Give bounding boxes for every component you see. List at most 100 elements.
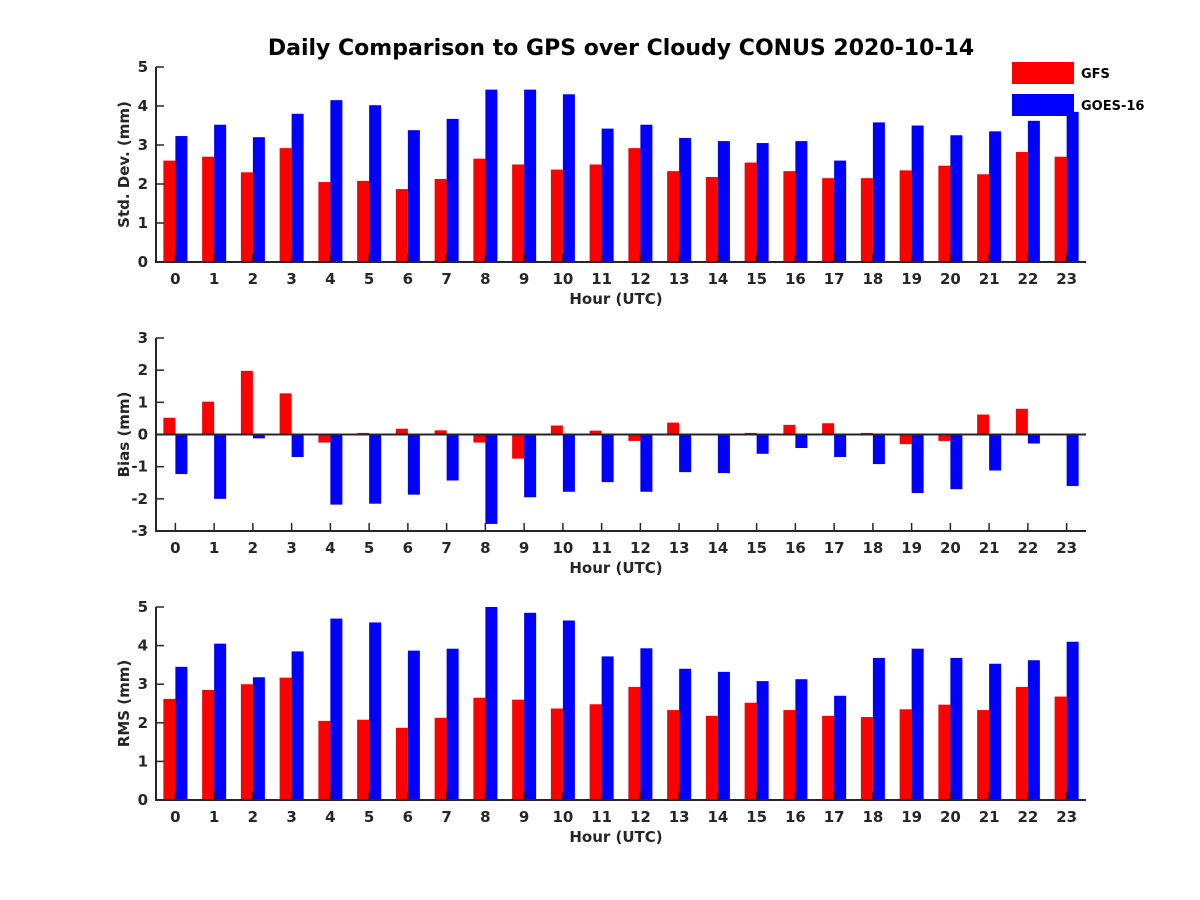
bar-rms-gfs-0	[163, 698, 176, 800]
bar-rms-goes-16-17	[834, 695, 847, 800]
x-tick-label-std: 18	[862, 270, 883, 288]
bar-rms-goes-16-18	[872, 657, 885, 800]
bar-bias-gfs-11	[589, 430, 602, 435]
x-tick-label-bias: 15	[746, 539, 767, 557]
y-tick-label-rms: 4	[138, 637, 148, 655]
bar-bias-goes-16-3	[291, 434, 304, 458]
bar-rms-gfs-15	[744, 702, 757, 800]
bar-rms-goes-16-7	[446, 648, 459, 800]
bar-std-gfs-2	[240, 172, 253, 262]
bar-std-goes-16-3	[291, 113, 304, 262]
bar-rms-goes-16-14	[717, 671, 730, 800]
legend-swatch-goes-16	[1012, 94, 1074, 116]
bar-rms-gfs-5	[357, 719, 370, 800]
bar-rms-gfs-9	[512, 699, 525, 800]
legend-swatch-gfs	[1012, 62, 1074, 84]
bar-std-goes-16-7	[446, 118, 459, 263]
x-tick-label-bias: 23	[1056, 539, 1077, 557]
x-tick-label-std: 22	[1017, 270, 1038, 288]
bar-bias-goes-16-20	[950, 434, 963, 490]
bar-rms-gfs-18	[860, 717, 873, 800]
bar-bias-goes-16-21	[989, 434, 1002, 471]
x-tick-label-std: 13	[669, 270, 690, 288]
bar-rms-gfs-16	[783, 710, 796, 800]
bar-rms-goes-16-2	[252, 677, 265, 800]
x-tick-label-rms: 9	[519, 808, 529, 826]
y-tick-label-std: 5	[138, 58, 148, 76]
x-tick-label-bias: 20	[940, 539, 961, 557]
bar-bias-goes-16-23	[1066, 434, 1079, 486]
bar-std-gfs-9	[512, 164, 525, 262]
bar-std-goes-16-4	[330, 100, 343, 263]
bar-rms-goes-16-9	[524, 612, 537, 800]
bar-std-gfs-8	[473, 158, 486, 262]
bar-rms-gfs-21	[977, 710, 990, 800]
x-tick-label-bias: 6	[403, 539, 413, 557]
x-tick-label-bias: 1	[209, 539, 219, 557]
bar-std-gfs-19	[899, 170, 912, 262]
y-tick-label-bias: 3	[138, 329, 148, 347]
bar-bias-gfs-17	[822, 423, 835, 435]
x-tick-label-rms: 5	[364, 808, 374, 826]
x-tick-label-bias: 4	[325, 539, 335, 557]
y-tick-label-bias: -3	[131, 522, 148, 540]
bar-rms-goes-16-13	[679, 668, 692, 800]
bar-std-goes-16-19	[911, 125, 924, 262]
x-tick-label-std: 23	[1056, 270, 1077, 288]
x-tick-label-bias: 18	[862, 539, 883, 557]
bar-rms-gfs-7	[434, 717, 447, 800]
bar-rms-goes-16-12	[640, 648, 653, 800]
x-tick-label-std: 1	[209, 270, 219, 288]
bar-std-gfs-5	[357, 180, 370, 262]
y-tick-label-std: 0	[138, 253, 148, 271]
bar-std-goes-16-18	[872, 122, 885, 262]
x-axis-label-rms: Hour (UTC)	[569, 828, 662, 846]
x-tick-label-std: 14	[707, 270, 728, 288]
x-tick-label-std: 15	[746, 270, 767, 288]
bar-std-gfs-18	[860, 178, 873, 262]
legend: GFS GOES-16	[1012, 62, 1144, 116]
x-tick-label-bias: 3	[286, 539, 296, 557]
y-tick-label-bias: -1	[131, 458, 148, 476]
bar-bias-gfs-19	[899, 434, 912, 445]
x-tick-label-rms: 2	[248, 808, 258, 826]
x-tick-label-rms: 15	[746, 808, 767, 826]
bar-bias-goes-16-22	[1027, 434, 1040, 444]
bar-rms-gfs-20	[938, 704, 951, 800]
bar-std-gfs-4	[318, 182, 331, 262]
y-tick-label-rms: 1	[138, 752, 148, 770]
bar-rms-goes-16-11	[601, 656, 614, 800]
bar-std-goes-16-2	[252, 137, 265, 262]
bar-bias-gfs-4	[318, 434, 331, 443]
bar-rms-gfs-17	[822, 715, 835, 800]
x-tick-label-std: 11	[591, 270, 612, 288]
x-tick-label-rms: 3	[286, 808, 296, 826]
y-tick-label-rms: 0	[138, 791, 148, 809]
bar-bias-gfs-3	[279, 393, 292, 435]
x-tick-label-bias: 14	[707, 539, 728, 557]
x-tick-label-rms: 21	[979, 808, 1000, 826]
bar-rms-goes-16-4	[330, 618, 343, 800]
y-tick-label-bias: 1	[138, 393, 148, 411]
bar-rms-gfs-2	[240, 684, 253, 800]
bar-bias-goes-16-15	[756, 434, 769, 454]
x-tick-label-std: 8	[480, 270, 490, 288]
bar-bias-goes-16-14	[717, 434, 730, 474]
y-tick-label-bias: -2	[131, 490, 148, 508]
bar-std-gfs-1	[202, 156, 215, 262]
bar-bias-goes-16-0	[175, 434, 188, 475]
bar-rms-goes-16-3	[291, 651, 304, 800]
bar-std-goes-16-10	[562, 94, 575, 262]
bar-rms-gfs-4	[318, 720, 331, 800]
bar-bias-gfs-7	[434, 430, 447, 435]
x-tick-label-bias: 8	[480, 539, 490, 557]
bar-std-gfs-7	[434, 178, 447, 262]
bar-std-goes-16-21	[989, 131, 1002, 262]
y-tick-label-bias: 2	[138, 361, 148, 379]
y-tick-label-rms: 5	[138, 598, 148, 616]
bar-bias-goes-16-4	[330, 434, 343, 505]
bar-std-goes-16-15	[756, 143, 769, 262]
bar-rms-goes-16-10	[562, 620, 575, 800]
